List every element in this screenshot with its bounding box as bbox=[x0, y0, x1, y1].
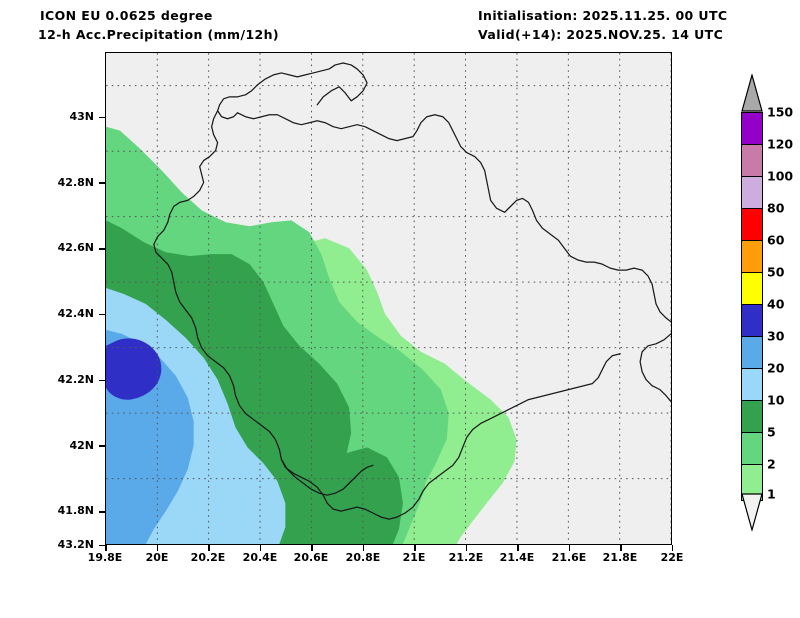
contour-fills bbox=[106, 126, 517, 544]
y-tick-label-42.6: 42.4N bbox=[57, 307, 94, 320]
x-tick-mark-20.8 bbox=[362, 545, 365, 551]
x-tick-mark-20.6 bbox=[311, 545, 313, 551]
x-tick-label-21.4: 21.4E bbox=[499, 551, 535, 564]
x-tick-mark-20.2 bbox=[208, 545, 210, 551]
colorbar-segment-80-100 bbox=[741, 176, 763, 208]
colorbar-label-150: 150 bbox=[767, 104, 794, 120]
border-south-loop bbox=[280, 458, 374, 496]
colorbar-under-arrow bbox=[741, 493, 763, 531]
colorbar-segment-120-150 bbox=[741, 112, 763, 144]
y-tick-mark-42.8 bbox=[99, 248, 105, 250]
x-tick-mark-22 bbox=[671, 545, 674, 551]
x-tick-mark-21.6 bbox=[568, 545, 571, 551]
y-tick-mark-42.6 bbox=[99, 313, 105, 316]
colorbar-label-1: 1 bbox=[767, 486, 776, 502]
colorbar bbox=[741, 112, 763, 501]
x-tick-mark-19.8 bbox=[105, 545, 107, 551]
colorbar-label-2: 2 bbox=[767, 456, 776, 472]
band-30-40mm-maximum bbox=[106, 338, 162, 400]
border-southwest bbox=[153, 243, 406, 520]
x-tick-mark-21.8 bbox=[620, 545, 622, 551]
model-title: ICON EU 0.0625 degree bbox=[40, 8, 213, 23]
colorbar-label-80: 80 bbox=[767, 200, 785, 216]
colorbar-segment-30-40 bbox=[741, 304, 763, 336]
y-tick-label-42: 41.8N bbox=[57, 504, 94, 517]
x-tick-label-20: 20E bbox=[145, 551, 169, 564]
border-south bbox=[404, 353, 621, 514]
x-tick-label-20.8: 20.8E bbox=[345, 551, 381, 564]
colorbar-label-5: 5 bbox=[767, 424, 776, 440]
colorbar-segment-5-10 bbox=[741, 400, 763, 432]
border-north bbox=[216, 62, 368, 120]
x-tick-label-21.8: 21.8E bbox=[602, 551, 638, 564]
x-tick-mark-21.4 bbox=[517, 545, 519, 551]
colorbar-label-100: 100 bbox=[767, 168, 794, 184]
y-tick-label-42.8: 42.6N bbox=[57, 241, 94, 254]
colorbar-segment-100-120 bbox=[741, 144, 763, 176]
colorbar-label-60: 60 bbox=[767, 232, 785, 248]
x-tick-label-21.6: 21.6E bbox=[551, 551, 587, 564]
x-tick-label-20.4: 20.4E bbox=[242, 551, 278, 564]
colorbar-over-arrow bbox=[741, 74, 763, 112]
border-central bbox=[236, 112, 671, 323]
colorbar-label-20: 20 bbox=[767, 360, 785, 376]
y-tick-mark-42.4 bbox=[99, 379, 105, 382]
y-tick-mark-42 bbox=[99, 511, 105, 513]
x-tick-label-19.8: 19.8E bbox=[87, 551, 123, 564]
colorbar-segment-60-80 bbox=[741, 208, 763, 240]
y-tick-label-43.2: 43N bbox=[69, 110, 94, 123]
x-tick-label-21: 21E bbox=[402, 551, 426, 564]
valid-time: Valid(+14): 2025.NOV.25. 14 UTC bbox=[478, 27, 724, 42]
y-tick-label-42.2: 42N bbox=[69, 439, 94, 452]
y-tick-mark-42.2 bbox=[99, 445, 105, 447]
colorbar-segment-10-20 bbox=[741, 368, 763, 400]
x-tick-mark-21.2 bbox=[465, 545, 468, 551]
y-tick-label-42.4: 42.2N bbox=[57, 373, 94, 386]
colorbar-segment-20-30 bbox=[741, 336, 763, 368]
y-tick-mark-43 bbox=[99, 182, 105, 184]
band-5-10mm-se-lobe bbox=[319, 447, 403, 544]
colorbar-segment-50-60 bbox=[741, 240, 763, 272]
y-tick-label-43: 42.8N bbox=[57, 176, 94, 189]
colorbar-label-40: 40 bbox=[767, 296, 785, 312]
colorbar-label-120: 120 bbox=[767, 136, 794, 152]
x-tick-label-20.6: 20.6E bbox=[293, 551, 329, 564]
border-west bbox=[153, 110, 219, 245]
x-tick-label-22: 22E bbox=[660, 551, 684, 564]
colorbar-label-30: 30 bbox=[767, 328, 785, 344]
colorbar-segment-2-5 bbox=[741, 432, 763, 464]
x-tick-mark-20.4 bbox=[259, 545, 262, 551]
colorbar-label-10: 10 bbox=[767, 392, 785, 408]
field-title: 12-h Acc.Precipitation (mm/12h) bbox=[38, 27, 280, 42]
x-tick-label-21.2: 21.2E bbox=[448, 551, 484, 564]
x-tick-mark-20 bbox=[156, 545, 159, 551]
border-southeast bbox=[639, 333, 671, 403]
precipitation-map bbox=[105, 52, 672, 545]
y-tick-mark-43.2 bbox=[99, 116, 105, 119]
colorbar-segment-40-50 bbox=[741, 272, 763, 304]
colorbar-label-50: 50 bbox=[767, 264, 785, 280]
x-tick-mark-21 bbox=[414, 545, 416, 551]
y-tick-label-41.8: 43.2N bbox=[57, 538, 94, 551]
initialisation-time: Initialisation: 2025.11.25. 00 UTC bbox=[478, 8, 728, 23]
y-tick-mark-41.8 bbox=[99, 544, 105, 547]
precipitation-contour-canvas bbox=[106, 53, 671, 544]
x-tick-label-20.2: 20.2E bbox=[190, 551, 226, 564]
country-borders bbox=[153, 62, 671, 520]
